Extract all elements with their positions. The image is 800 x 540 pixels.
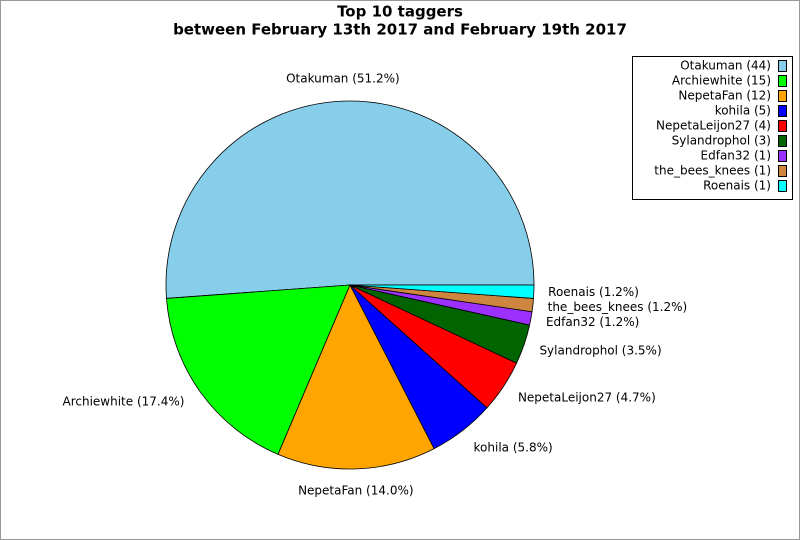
legend-swatch [778,135,787,147]
legend-swatch [778,120,787,132]
legend-label: Edfan32 (1) [701,149,771,163]
legend-swatch [778,60,787,72]
legend-label: kohila (5) [715,104,771,118]
slice-label: Roenais (1.2%) [548,285,639,299]
pie-slice [165,100,535,299]
chart-subtitle: between February 13th 2017 and February … [173,21,627,39]
pie-slice [277,284,435,470]
pie-slice [166,284,351,455]
legend-swatch [778,165,787,177]
slice-label: NepetaLeijon27 (4.7%) [518,391,656,405]
legend-swatch [778,90,787,102]
slice-label: Edfan32 (1.2%) [546,315,639,329]
slice-label: NepetaFan (14.0%) [298,483,413,497]
pie-slice [349,284,535,299]
slice-label: Archiewhite (17.4%) [63,394,185,408]
legend-label: Archiewhite (15) [672,74,771,88]
legend-label: Otakuman (44) [680,59,771,73]
slice-label: kohila (5.8%) [474,440,553,454]
legend-swatch [778,105,787,117]
legend-swatch [778,150,787,162]
legend-label: Sylandrophol (3) [672,134,771,148]
legend-label: Roenais (1) [703,179,771,193]
legend-swatch [778,75,787,87]
slice-label: the_bees_knees (1.2%) [548,300,688,314]
legend-label: the_bees_knees (1) [654,164,771,178]
legend-box [632,56,793,200]
slice-label: Sylandrophol (3.5%) [539,344,661,358]
legend-label: NepetaFan (12) [678,89,771,103]
chart-title: Top 10 taggers [337,3,463,21]
legend-swatch [778,180,787,192]
legend-label: NepetaLeijon27 (4) [656,119,771,133]
slice-label: Otakuman (51.2%) [286,72,400,86]
